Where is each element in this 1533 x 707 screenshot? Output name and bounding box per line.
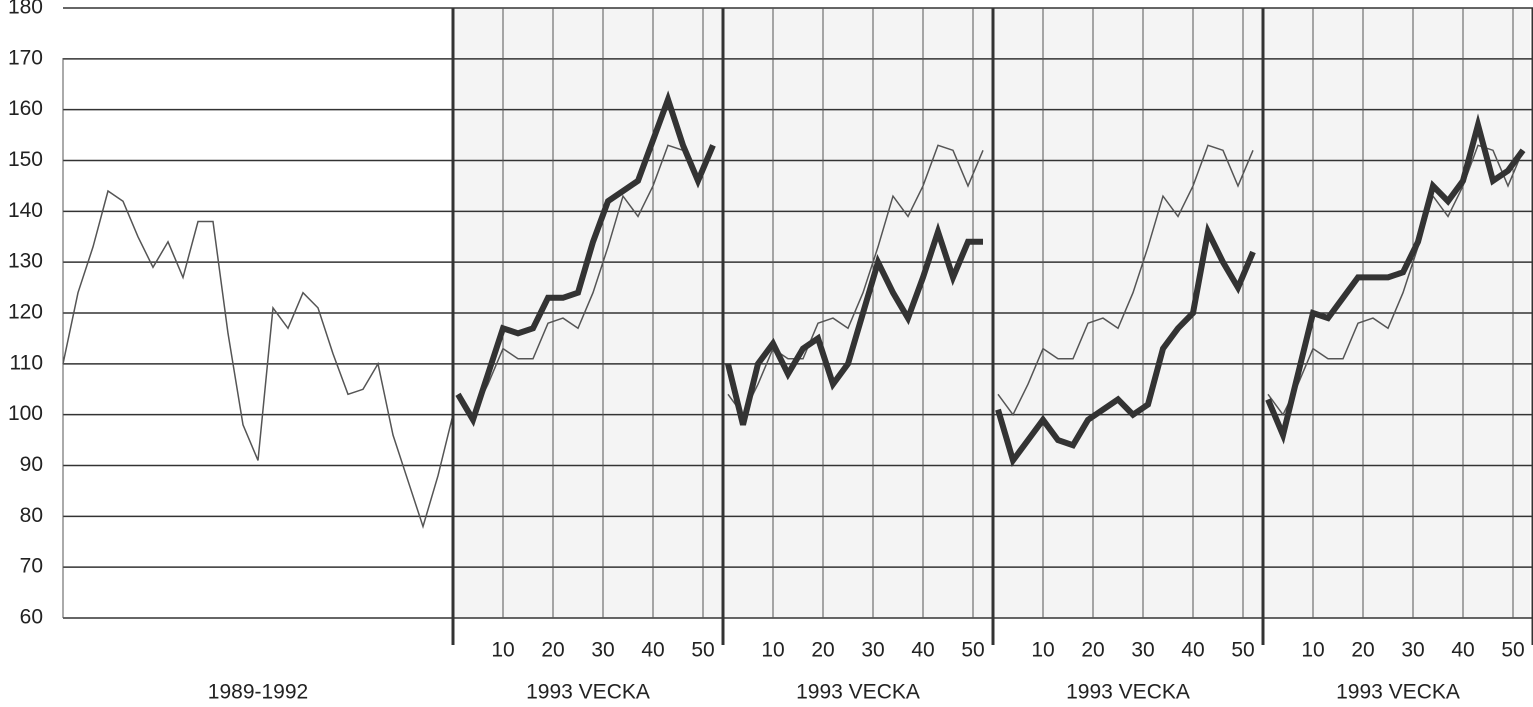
y-tick-label: 90 [20,453,43,476]
x-tick-label: 10 [761,639,784,662]
x-tick-label: 10 [491,639,514,662]
line-series [725,222,983,426]
x-tick-label: 20 [1081,639,1104,662]
y-tick-label: 170 [8,46,43,69]
y-tick-label: 100 [8,402,43,425]
y-tick-label: 80 [20,504,43,527]
line-series [995,222,1256,468]
y-tick-label: 150 [8,148,43,171]
y-tick-label: 180 [8,0,43,19]
y-tick-label: 110 [10,351,43,374]
x-tick-label: 50 [961,639,984,662]
x-tick-label: 50 [691,639,714,662]
y-tick-label: 140 [8,199,43,222]
line-series [1265,113,1526,445]
x-axis-label: 1993 VECKA [1066,681,1190,704]
y-tick-label: 70 [20,555,43,578]
x-axis-label: 1993 VECKA [526,681,650,704]
line-series [455,90,716,428]
y-tick-label: 130 [8,250,43,273]
y-tick-label: 160 [8,97,43,120]
x-tick-label: 30 [591,639,614,662]
line-series [1267,144,1524,417]
x-tick-label: 50 [1231,639,1254,662]
x-axis-label: 1993 VECKA [796,681,920,704]
x-axis-label: 1993 VECKA [1336,681,1460,704]
x-tick-label: 30 [1131,639,1154,662]
x-tick-label: 20 [541,639,564,662]
y-tick-label: 60 [20,606,43,629]
x-axis-label: 1989-1992 [208,681,308,704]
x-tick-label: 30 [1401,639,1424,662]
x-tick-label: 50 [1501,639,1524,662]
x-tick-label: 40 [911,639,934,662]
x-tick-label: 40 [641,639,664,662]
x-tick-label: 10 [1031,639,1054,662]
line-series [727,144,984,417]
x-tick-label: 20 [1351,639,1374,662]
x-tick-label: 10 [1301,639,1324,662]
x-tick-label: 20 [811,639,834,662]
line-series [62,189,454,530]
x-tick-label: 40 [1181,639,1204,662]
line-series [997,144,1254,417]
x-tick-label: 30 [861,639,884,662]
line-series [457,144,714,417]
x-tick-label: 40 [1451,639,1474,662]
y-tick-label: 120 [8,301,43,324]
